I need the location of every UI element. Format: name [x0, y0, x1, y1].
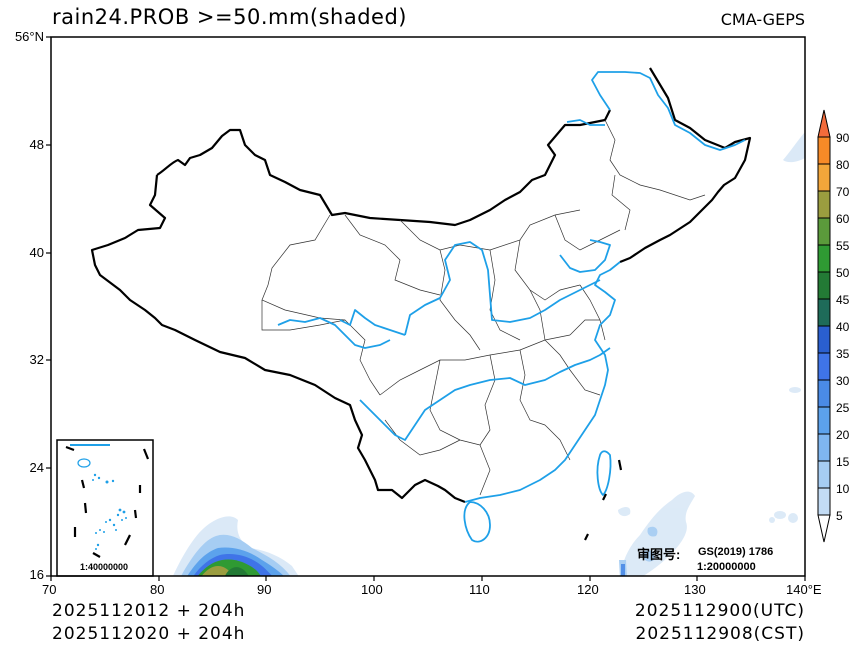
- init-time-utc: 2025112012 + 204h: [52, 601, 246, 621]
- colorbar-label-50: 50: [836, 266, 850, 280]
- x-tick-130: 130: [684, 582, 706, 597]
- x-tick-90: 90: [257, 582, 272, 597]
- y-tick-56: 56°N: [14, 29, 44, 44]
- maritime-dashes: [584, 459, 623, 541]
- x-tick-70: 70: [42, 582, 57, 597]
- plot-frame: [50, 36, 806, 577]
- x-tick-110: 110: [469, 582, 490, 597]
- y-tick-40: 40: [29, 245, 44, 260]
- colorbar-label-30: 30: [836, 374, 850, 388]
- colorbar-label-35: 35: [836, 347, 850, 361]
- axis-ticks: [46, 36, 806, 581]
- inset-map: [56, 439, 154, 577]
- y-tick-24: 24: [29, 460, 44, 475]
- precip-blob-philippine-sea: [618, 387, 801, 576]
- coastline-and-rivers: [277, 71, 746, 543]
- x-tick-100: 100: [361, 582, 383, 597]
- colorbar-label-15: 15: [836, 455, 850, 469]
- y-tick-32: 32: [29, 352, 44, 367]
- map-scale: 1:20000000: [697, 561, 756, 573]
- precip-blob-northeast: [783, 132, 805, 163]
- colorbar-label-45: 45: [836, 293, 850, 307]
- inset-scale: 1:40000000: [80, 562, 129, 572]
- map-approval-code: GS(2019) 1786: [698, 546, 774, 558]
- model-label: CMA-GEPS: [720, 10, 805, 29]
- colorbar-label-25: 25: [836, 401, 850, 415]
- national-boundary: [90, 67, 752, 504]
- colorbar-label-10: 10: [836, 482, 850, 496]
- colorbar-label-40: 40: [836, 320, 850, 334]
- y-tick-16: 16: [29, 567, 44, 582]
- colorbar: [817, 109, 831, 543]
- colorbar-label-55: 55: [836, 239, 850, 253]
- valid-time-utc: 2025112900(UTC): [634, 601, 805, 621]
- colorbar-label-5: 5: [836, 509, 843, 523]
- x-tick-140: 140°E: [786, 582, 822, 597]
- colorbar-label-20: 20: [836, 428, 850, 442]
- colorbar-label-80: 80: [836, 158, 850, 172]
- provincial-boundaries: [261, 119, 706, 496]
- chart-title: rain24.PROB >=50.mm(shaded): [52, 5, 407, 29]
- colorbar-label-90: 90: [836, 131, 850, 145]
- map-approval-label: 审图号:: [637, 547, 681, 562]
- precip-blob-bay-of-bengal: [172, 516, 299, 576]
- colorbar-label-70: 70: [836, 185, 850, 199]
- x-tick-120: 120: [577, 582, 599, 597]
- precip-shading: [172, 132, 805, 576]
- init-time-cst: 2025112020 + 204h: [52, 624, 246, 644]
- valid-time-cst: 2025112908(CST): [635, 624, 805, 644]
- y-tick-48: 48: [29, 137, 44, 152]
- colorbar-label-60: 60: [836, 212, 850, 226]
- x-tick-80: 80: [150, 582, 165, 597]
